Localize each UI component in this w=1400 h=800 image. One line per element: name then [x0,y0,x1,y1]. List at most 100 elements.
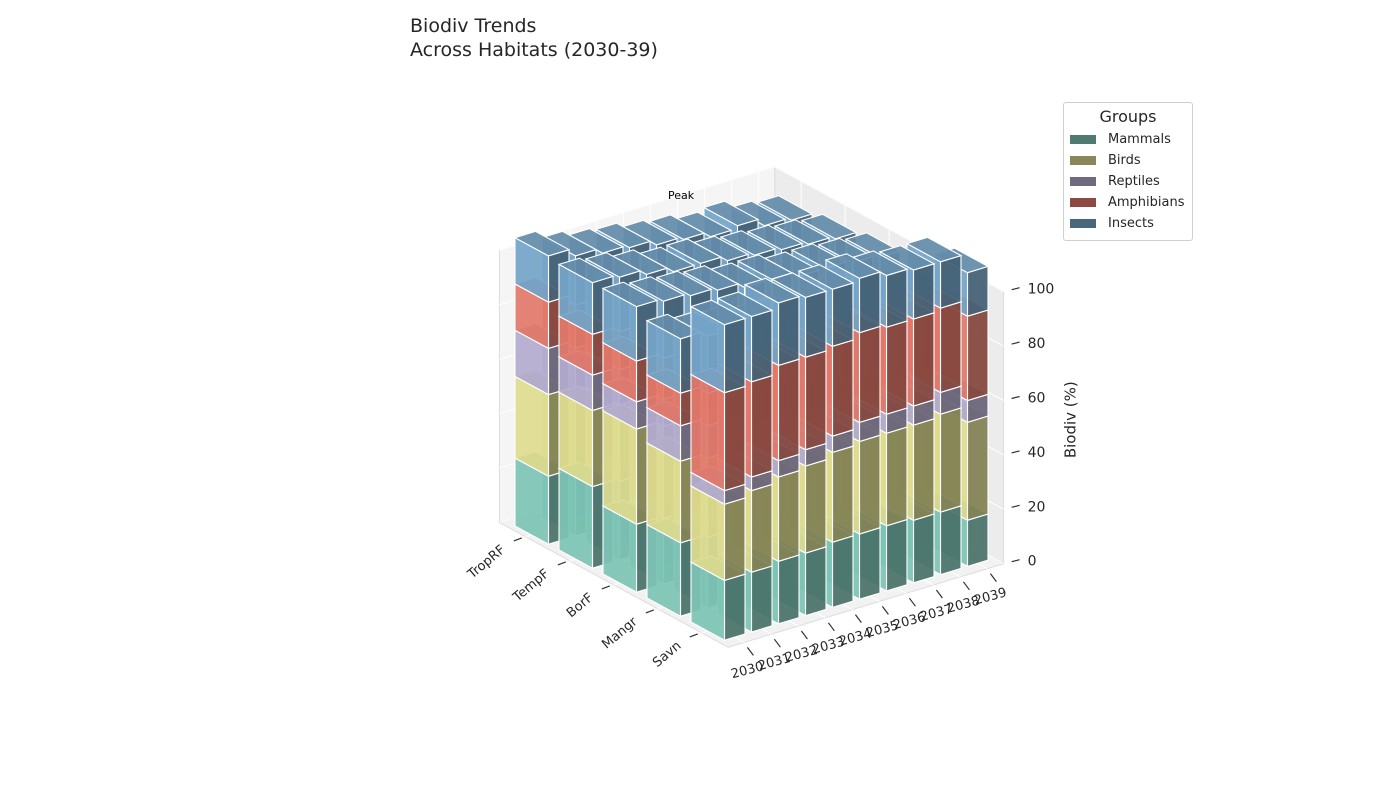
bar-face-front [939,407,962,513]
z-tick [1011,341,1020,345]
bar-face-front [912,513,935,584]
habitat-tick [557,561,567,566]
bar-face-front [885,268,908,328]
legend-swatch [1070,219,1096,228]
year-tick [881,606,889,615]
z-tick-label: 0 [1028,554,1037,570]
z-tick [1011,395,1020,400]
bar-face-top [716,291,774,318]
bar-face-front [858,271,881,334]
bar-face-front [831,339,854,437]
habitat-tick-label: TropRF [464,542,508,582]
bar-face-top [702,200,760,227]
year-tick [746,647,754,656]
bar-face-front [777,358,800,462]
z-tick-label: 60 [1028,391,1046,407]
z-tick-label: 40 [1028,445,1046,461]
bar-face-top [584,252,642,278]
legend-item-insects: Insects [1070,213,1186,234]
bar-face-top [770,272,828,298]
legend-item-birds: Birds [1070,150,1186,171]
z-tick-label: 20 [1028,499,1046,515]
bar-face-front [804,350,827,451]
bar-face-top [719,230,777,256]
bar-face-front [912,418,935,522]
bar-face-top [773,219,831,245]
bar-face-top [797,264,855,290]
bar-face-front [750,374,773,478]
legend-items: Mammals Birds Reptiles Amphibians Insects [1070,129,1186,234]
bar-face-side [602,409,638,526]
bar-face-top [557,257,615,284]
z-tick-label: 80 [1028,336,1046,352]
year-tick-label: 2039 [973,585,1009,608]
legend-swatch [1070,198,1096,207]
bar-face-front [750,483,773,573]
z-tick [1011,559,1020,563]
bar-face-top [824,253,882,279]
bar-face-front [804,290,827,358]
bar-face-top [746,224,804,251]
bar-insects-savn-2030 [689,299,747,394]
legend-swatch [1070,177,1096,186]
legend-label: Mammals [1108,132,1171,147]
peak-annotation: Peak [668,189,695,202]
bar-face-front [723,385,746,492]
bar-face-top [513,230,571,257]
bar-face-front [831,445,854,543]
bar-face-top [655,270,713,297]
year-tick [908,597,916,607]
bar-face-front [939,505,962,576]
bar-face-top [594,222,652,249]
bar-face-front [966,513,989,568]
bar-face-front [723,497,746,582]
habitat-tick [689,633,699,638]
z-tick [1011,287,1020,291]
habitat-tick [601,585,611,590]
bar-face-top [905,236,963,263]
bar-face-top [800,213,858,240]
legend-swatch [1070,135,1096,144]
bar-face-front [777,295,800,367]
habitat-tick-label: Savn [650,638,684,670]
legend-swatch [1070,156,1096,165]
bar-face-front [858,526,881,600]
bar-face-top [743,277,801,304]
habitat-tick-label: BorF [564,590,596,621]
bar-face-front [939,301,962,394]
bar-face-front [912,263,935,320]
year-tick [854,614,862,623]
axis-ticks [513,287,1020,656]
bar-face-top [665,238,723,264]
year-tick [962,581,970,591]
bar-face-front [804,546,827,617]
bar-face-front [966,309,989,402]
bar-face-front [939,254,962,309]
bar-group [513,195,990,642]
legend-item-amphibians: Amphibians [1070,192,1186,213]
legend-label: Reptiles [1108,174,1160,189]
legend-label: Amphibians [1108,195,1185,210]
bar-face-front [885,320,908,415]
bar-face-top [878,245,936,271]
chart-title: Biodiv Trends Across Habitats (2030-39) [410,15,658,61]
legend: Groups Mammals Birds Reptiles Amphibians Ins… [1063,102,1193,241]
bar-face-top [648,214,706,240]
bar-face-top [601,281,659,308]
z-tick-label: 100 [1028,282,1055,298]
z-axis-label: Biodiv (%) [1062,381,1080,458]
bar-face-front [777,469,800,563]
bar-face-front [966,415,989,521]
bar-face-front [831,535,854,609]
bar-face-top [756,195,814,221]
year-tick [935,589,943,599]
legend-label: Birds [1108,153,1141,168]
bar-face-front [885,426,908,527]
bar-face-front [885,518,908,592]
bar-face-front [912,312,935,407]
bar-face-top [628,276,686,302]
bar-face-top [689,299,747,326]
bar-face-front [750,309,773,383]
habitat-tick-label: TempF [510,566,553,605]
